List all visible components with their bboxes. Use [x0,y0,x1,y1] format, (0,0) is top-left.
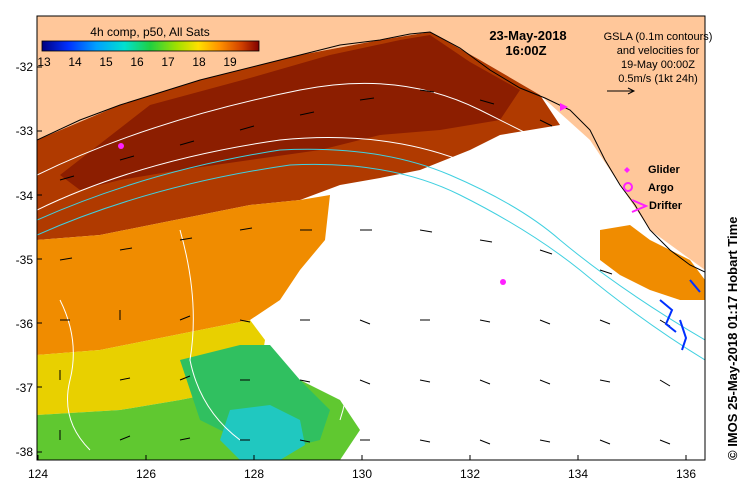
coastline [37,31,705,273]
gsla-contours [37,82,601,451]
colorbar: 4h comp, p50, All Sats 13 14 15 16 17 18… [37,25,260,69]
x-axis: 124 126 128 130 132 134 136 [28,455,696,481]
drifter-tracks [659,279,701,351]
y-tick-36: -36 [16,317,34,331]
x-tick-136: 136 [676,467,696,481]
x-tick-128: 128 [244,467,264,481]
legend-drifter: Drifter [649,200,683,212]
colorbar-tick-16: 16 [130,55,144,69]
velocity-arrows [59,89,671,445]
y-axis: -32 -33 -34 -35 -36 -37 -38 [16,60,42,459]
y-tick-32: -32 [16,60,34,74]
gsla-line-3: 19-May 00:00Z [621,59,695,71]
colorbar-tick-15: 15 [99,55,113,69]
date-label: 23-May-2018 [489,28,566,43]
sst-patch-east [600,225,705,300]
sst-cyan [220,405,305,460]
map-area [37,16,705,460]
y-tick-33: -33 [16,124,34,138]
y-tick-34: -34 [16,189,34,203]
time-label: 16:00Z [505,43,546,58]
velocity-scale-arrow-icon [607,87,636,95]
colorbar-tick-14: 14 [68,55,82,69]
isobath-contours [37,148,705,361]
x-tick-130: 130 [352,467,372,481]
drifter-icon [631,199,649,213]
argo-marker-east [500,279,506,285]
x-tick-126: 126 [136,467,156,481]
glider-icon [624,167,630,173]
colorbar-tick-17: 17 [161,55,175,69]
colorbar-tick-13: 13 [37,55,51,69]
y-tick-35: -35 [16,253,34,267]
colorbar-gradient [41,40,260,52]
colorbar-title: 4h comp, p50, All Sats [90,25,209,39]
gsla-line-1: GSLA (0.1m contours) [604,31,713,43]
map-frame [36,15,706,461]
gsla-line-4: 0.5m/s (1kt 24h) [618,73,697,85]
y-tick-38: -38 [16,445,34,459]
x-tick-132: 132 [460,467,480,481]
legend-argo: Argo [648,182,674,194]
sst-orange [37,195,330,355]
colorbar-tick-19: 19 [223,55,237,69]
sst-deep-red [60,35,520,190]
colorbar-tick-18: 18 [192,55,206,69]
glider-marker [560,103,568,111]
y-tick-37: -37 [16,381,34,395]
credit-label: © IMOS 25-May-2018 01:17 Hobart Time [725,217,740,460]
legend-glider: Glider [648,164,681,176]
x-tick-134: 134 [568,467,588,481]
argo-marker-west [118,143,124,149]
gsla-note: GSLA (0.1m contours) and velocities for … [604,31,713,95]
argo-icon [623,182,633,192]
x-tick-124: 124 [28,467,48,481]
platform-legend: Glider Argo Drifter [623,164,683,213]
gsla-line-2: and velocities for [617,45,700,57]
